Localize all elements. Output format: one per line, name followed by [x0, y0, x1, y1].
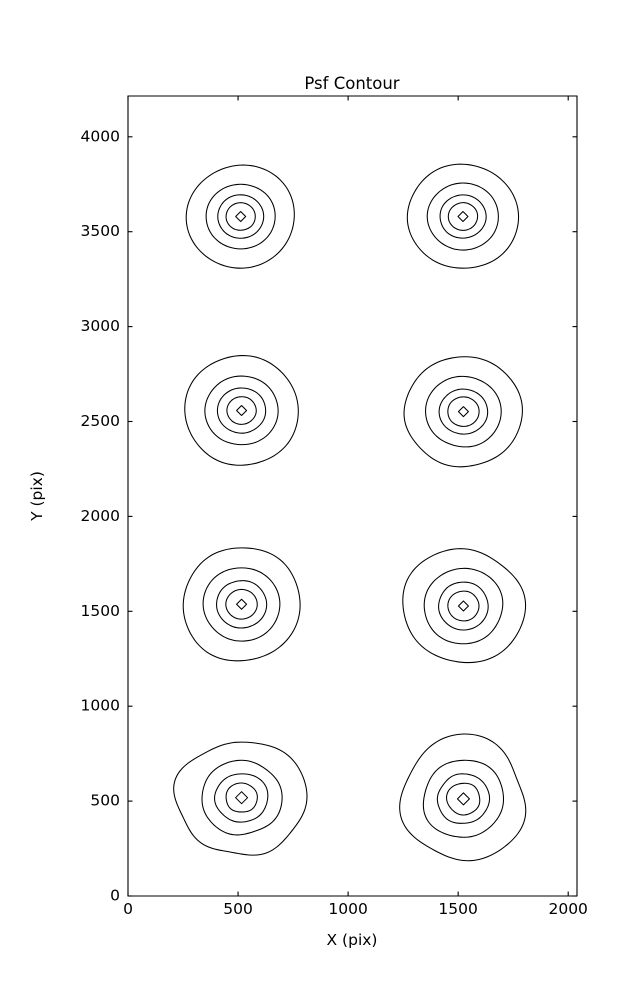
contour-level-1 — [425, 375, 502, 448]
contour-level-0 — [184, 355, 299, 466]
psf-contour-source — [403, 356, 523, 468]
contour-level-3 — [447, 202, 479, 231]
plot-border — [127, 95, 578, 897]
y-tick-label: 2500 — [81, 412, 120, 430]
contour-level-0 — [403, 356, 523, 468]
contour-level-3 — [225, 588, 258, 620]
contour-group — [173, 163, 527, 862]
x-tick-label: 1500 — [438, 900, 477, 918]
contour-level-2 — [438, 581, 489, 631]
x-tick-label: 500 — [223, 900, 253, 918]
contour-level-1 — [205, 183, 276, 250]
psf-contour-source — [173, 741, 308, 856]
psf-contour-source — [402, 548, 527, 664]
contour-level-2 — [216, 580, 268, 629]
contour-level-1 — [423, 567, 504, 645]
contour-level-2 — [216, 387, 267, 434]
y-tick-label: 2000 — [81, 507, 120, 525]
y-tick-label: 1000 — [81, 697, 120, 715]
x-tick-label: 1000 — [328, 900, 367, 918]
psf-contour-source — [185, 164, 295, 269]
contour-level-3 — [447, 396, 480, 427]
contour-level-4 — [236, 404, 248, 417]
contour-level-4 — [236, 598, 248, 610]
contour-level-0 — [173, 741, 308, 856]
contour-level-0 — [399, 733, 527, 862]
axes-frame — [127, 95, 578, 897]
contour-level-2 — [438, 388, 489, 435]
contour-level-0 — [182, 547, 301, 662]
contour-level-3 — [446, 782, 481, 816]
psf-contour-source — [399, 733, 527, 862]
contour-level-2 — [214, 773, 269, 823]
y-tick-label: 3500 — [81, 222, 120, 240]
y-tick-label: 500 — [90, 792, 120, 810]
tick-marks — [127, 96, 577, 897]
contour-level-4 — [457, 600, 469, 612]
tick-labels: 0 500 1000 1500 2000 0 500 1000 1500 2000 2500 3000… — [81, 127, 588, 918]
contour-level-0 — [185, 164, 295, 269]
contour-level-4 — [457, 210, 469, 223]
contour-level-3 — [225, 782, 258, 813]
contour-level-2 — [439, 194, 487, 239]
contour-level-0 — [402, 548, 527, 664]
contour-level-2 — [217, 194, 265, 239]
y-tick-label: 4000 — [81, 127, 120, 145]
y-axis-label: Y (pix) — [28, 471, 46, 522]
contour-level-4 — [456, 792, 470, 806]
contour-level-1 — [201, 759, 283, 836]
contour-level-4 — [457, 406, 469, 418]
contour-level-3 — [447, 590, 480, 622]
contour-level-0 — [406, 163, 520, 269]
psf-contour-source — [406, 163, 520, 269]
contour-level-1 — [204, 375, 279, 446]
y-tick-label: 3000 — [81, 317, 120, 335]
x-tick-label: 0 — [123, 900, 133, 918]
contour-level-3 — [226, 396, 257, 425]
contour-level-1 — [202, 567, 281, 642]
contour-level-4 — [235, 210, 247, 223]
y-tick-label: 1500 — [81, 602, 120, 620]
psf-contour-source — [184, 355, 299, 466]
x-axis-label: X (pix) — [327, 931, 378, 949]
y-tick-label: 0 — [110, 887, 120, 905]
contour-level-1 — [426, 182, 499, 251]
contour-level-1 — [422, 759, 505, 838]
contour-level-4 — [235, 791, 249, 805]
contour-level-3 — [225, 202, 256, 231]
contour-level-2 — [436, 773, 491, 824]
psf-contour-source — [182, 547, 301, 662]
x-tick-label: 2000 — [548, 900, 587, 918]
chart-title: Psf Contour — [304, 74, 399, 93]
